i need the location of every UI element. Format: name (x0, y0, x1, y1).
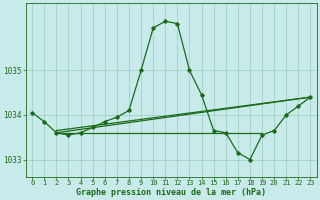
X-axis label: Graphe pression niveau de la mer (hPa): Graphe pression niveau de la mer (hPa) (76, 188, 266, 197)
